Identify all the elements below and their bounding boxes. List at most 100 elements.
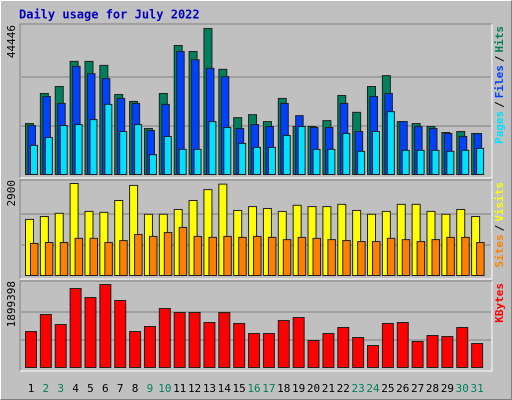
bar xyxy=(401,149,410,175)
bar xyxy=(163,135,172,176)
bar xyxy=(342,240,351,277)
bar xyxy=(297,126,306,175)
x-tick-label: 25 xyxy=(381,382,394,395)
x-tick-label: 22 xyxy=(337,382,350,395)
bar xyxy=(277,320,290,369)
legend-entry: Sites xyxy=(493,234,506,267)
legend: Pages / Files / Hits xyxy=(493,26,506,144)
bar xyxy=(89,237,98,277)
x-tick-label: 27 xyxy=(411,382,424,395)
bar xyxy=(188,312,201,369)
bar xyxy=(327,239,336,277)
bar xyxy=(431,149,440,175)
panel-bevel-dark xyxy=(19,23,492,178)
bar xyxy=(337,203,347,277)
legend-entry: Pages xyxy=(493,111,506,144)
legend-entry: Files xyxy=(493,65,506,98)
bar xyxy=(129,184,139,276)
bar xyxy=(39,314,52,368)
x-tick-label: 13 xyxy=(203,382,216,395)
legend-separator: / xyxy=(493,101,506,108)
bar xyxy=(104,242,113,276)
bar xyxy=(59,242,69,276)
bar xyxy=(312,237,322,277)
bar xyxy=(322,333,335,369)
bar xyxy=(74,237,84,277)
bar xyxy=(134,233,143,276)
bar xyxy=(446,150,455,175)
bar xyxy=(178,226,188,276)
bar xyxy=(386,237,396,277)
bar xyxy=(476,242,485,276)
bar xyxy=(267,146,276,176)
x-tick-label: 1 xyxy=(28,382,35,395)
bar xyxy=(342,132,351,175)
bar xyxy=(238,142,247,175)
legend-entry: Hits xyxy=(493,26,506,53)
bar xyxy=(74,124,83,175)
bar xyxy=(292,317,305,368)
bar xyxy=(208,236,217,276)
x-tick-label: 4 xyxy=(72,382,79,395)
x-tick-label: 21 xyxy=(322,382,335,395)
x-tick-label: 3 xyxy=(57,382,64,395)
bar xyxy=(69,287,82,368)
bar xyxy=(416,149,425,175)
x-tick-label: 14 xyxy=(218,382,232,395)
bar xyxy=(193,235,203,276)
bar xyxy=(426,335,439,368)
x-tick-label: 23 xyxy=(352,382,365,395)
bar xyxy=(401,239,411,277)
bar xyxy=(54,323,67,368)
legend-separator: / xyxy=(493,224,506,231)
panel-bevel-dark xyxy=(19,280,492,371)
x-tick-label: 28 xyxy=(426,382,439,395)
bar xyxy=(203,189,213,277)
bar xyxy=(357,150,366,175)
bar xyxy=(143,325,156,369)
bar xyxy=(114,199,124,276)
x-tick-label: 6 xyxy=(102,382,109,395)
bar xyxy=(476,147,485,176)
bar xyxy=(129,331,142,369)
bar xyxy=(282,134,291,175)
bar xyxy=(25,331,37,369)
x-tick-label: 11 xyxy=(173,382,186,395)
bar xyxy=(282,239,292,277)
y-tick-label: 1899398 xyxy=(5,281,18,327)
x-tick-label: 10 xyxy=(158,382,171,395)
bar xyxy=(253,235,262,276)
bar xyxy=(148,235,158,276)
bar xyxy=(396,322,409,368)
bar xyxy=(431,239,440,277)
bar xyxy=(248,333,261,369)
chart-title: Daily usage for July 2022 xyxy=(19,8,200,22)
y-tick-label: 44446 xyxy=(5,25,18,58)
bar xyxy=(357,241,366,277)
x-tick-label: 9 xyxy=(147,382,154,395)
bar xyxy=(69,183,79,276)
x-tick-label: 15 xyxy=(233,382,246,395)
x-tick-label: 2 xyxy=(43,382,50,395)
x-tick-label: 5 xyxy=(87,382,94,395)
bar xyxy=(233,322,246,369)
bar xyxy=(456,327,469,368)
bar xyxy=(173,312,186,369)
x-tick-label: 31 xyxy=(470,382,483,395)
bar xyxy=(84,297,97,369)
bar xyxy=(223,127,232,176)
bar xyxy=(307,340,320,368)
bar xyxy=(411,203,421,277)
bar xyxy=(446,236,455,276)
bar xyxy=(267,236,277,276)
bar xyxy=(218,183,228,276)
bar xyxy=(461,149,470,175)
bar xyxy=(203,322,216,368)
bar xyxy=(461,236,470,276)
legend: Sites / Visits xyxy=(493,182,506,268)
bar xyxy=(44,242,54,276)
bar xyxy=(30,144,38,175)
bar xyxy=(352,336,365,368)
